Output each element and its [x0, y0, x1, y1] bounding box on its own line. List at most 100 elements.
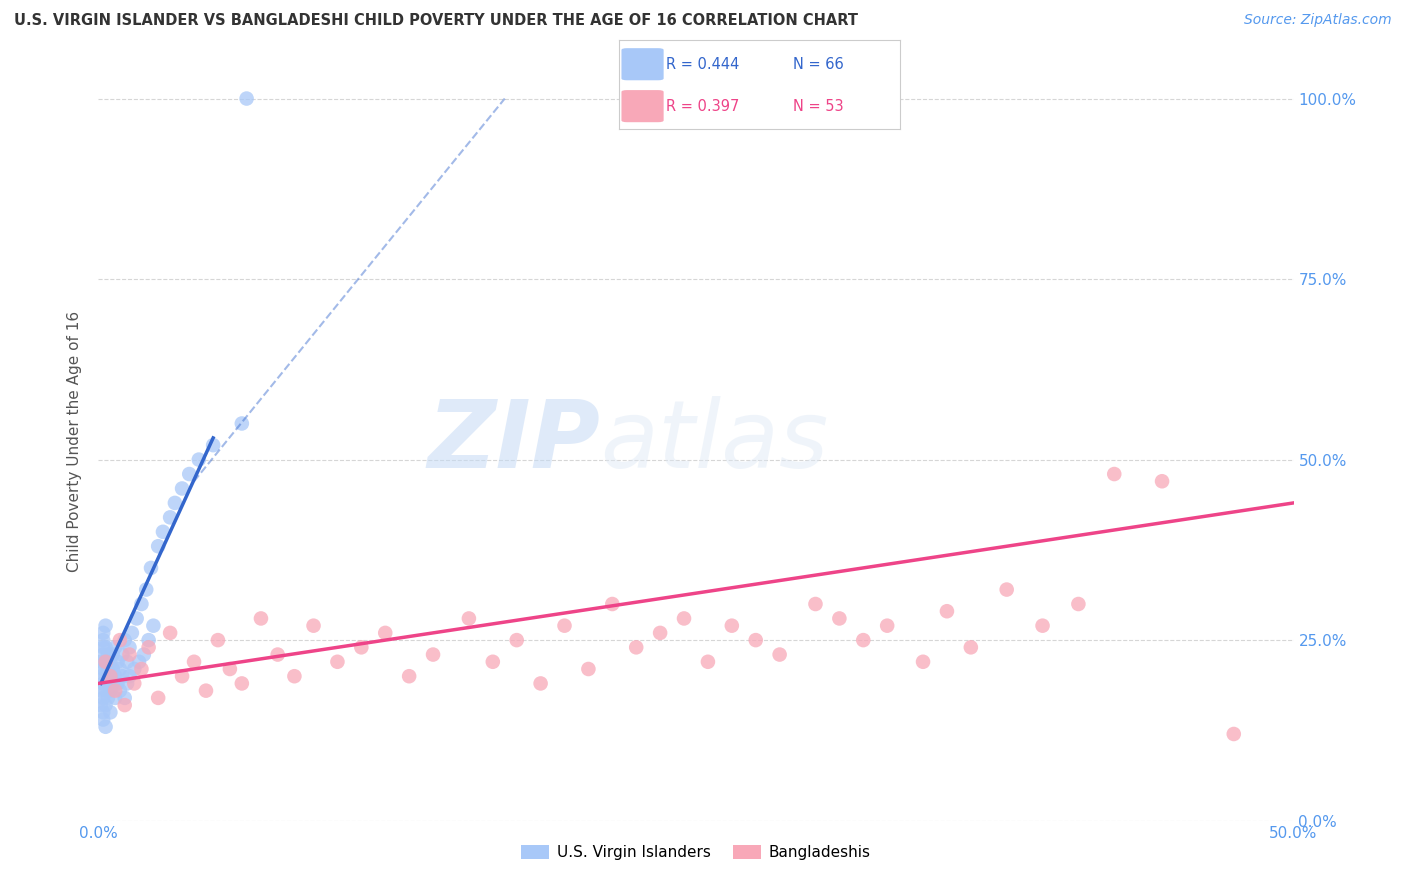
- Point: [1152, 475, 1174, 489]
- Point: [179, 467, 201, 481]
- Point: [104, 640, 127, 655]
- Point: [90, 669, 112, 683]
- Point: [94, 640, 117, 655]
- Point: [94, 720, 117, 734]
- Point: [506, 633, 529, 648]
- Point: [91, 640, 114, 655]
- Point: [231, 676, 253, 690]
- Point: [91, 648, 114, 662]
- Point: [1223, 727, 1246, 741]
- Legend: U.S. Virgin Islanders, Bangladeshis: U.S. Virgin Islanders, Bangladeshis: [516, 838, 876, 866]
- Text: ZIP: ZIP: [427, 395, 600, 488]
- Point: [398, 669, 420, 683]
- Point: [98, 683, 122, 698]
- Point: [97, 648, 120, 662]
- Point: [936, 604, 959, 618]
- Point: [183, 655, 205, 669]
- Point: [828, 611, 851, 625]
- Point: [1104, 467, 1126, 481]
- Point: [458, 611, 481, 625]
- Text: R = 0.397: R = 0.397: [666, 99, 740, 113]
- Point: [350, 640, 373, 655]
- Point: [124, 662, 146, 676]
- Point: [207, 633, 229, 648]
- Point: [195, 683, 218, 698]
- Point: [132, 648, 155, 662]
- Text: R = 0.444: R = 0.444: [666, 57, 740, 71]
- Point: [148, 690, 170, 705]
- Point: [94, 618, 117, 632]
- Point: [101, 676, 124, 690]
- Point: [768, 648, 790, 662]
- Point: [98, 706, 122, 720]
- Point: [107, 655, 129, 669]
- Point: [911, 655, 934, 669]
- Point: [115, 655, 138, 669]
- Point: [578, 662, 600, 676]
- Point: [804, 597, 827, 611]
- Point: [159, 626, 181, 640]
- Point: [481, 655, 505, 669]
- Point: [91, 633, 114, 648]
- Point: [602, 597, 624, 611]
- Point: [159, 510, 181, 524]
- Point: [97, 662, 120, 676]
- Point: [90, 683, 112, 698]
- Point: [250, 611, 273, 625]
- Point: [91, 713, 114, 727]
- Point: [139, 561, 162, 575]
- Point: [108, 662, 131, 676]
- Point: [91, 662, 114, 676]
- Point: [94, 669, 117, 683]
- Point: [114, 690, 136, 705]
- Text: N = 53: N = 53: [793, 99, 844, 113]
- Point: [326, 655, 349, 669]
- Point: [554, 618, 576, 632]
- Point: [163, 496, 186, 510]
- Point: [104, 669, 127, 683]
- Point: [94, 655, 117, 669]
- Point: [852, 633, 875, 648]
- Point: [104, 683, 127, 698]
- Point: [422, 648, 444, 662]
- Point: [125, 611, 148, 625]
- Text: U.S. VIRGIN ISLANDER VS BANGLADESHI CHILD POVERTY UNDER THE AGE OF 16 CORRELATIO: U.S. VIRGIN ISLANDER VS BANGLADESHI CHIL…: [14, 13, 858, 29]
- Point: [202, 438, 225, 452]
- Point: [995, 582, 1018, 597]
- Point: [131, 662, 153, 676]
- Point: [721, 618, 744, 632]
- Point: [960, 640, 983, 655]
- Point: [267, 648, 290, 662]
- Point: [530, 676, 553, 690]
- Point: [118, 648, 141, 662]
- Text: N = 66: N = 66: [793, 57, 844, 71]
- Point: [94, 655, 117, 669]
- Point: [745, 633, 768, 648]
- Point: [231, 417, 253, 431]
- Point: [98, 669, 122, 683]
- Point: [1067, 597, 1090, 611]
- Point: [91, 676, 114, 690]
- Point: [1032, 618, 1054, 632]
- Point: [876, 618, 898, 632]
- Point: [138, 633, 160, 648]
- Text: Source: ZipAtlas.com: Source: ZipAtlas.com: [1244, 13, 1392, 28]
- Point: [90, 655, 112, 669]
- Text: atlas: atlas: [600, 396, 828, 487]
- Point: [94, 683, 117, 698]
- FancyBboxPatch shape: [621, 90, 664, 122]
- Point: [91, 706, 114, 720]
- Y-axis label: Child Poverty Under the Age of 16: Child Poverty Under the Age of 16: [67, 311, 83, 572]
- Point: [98, 669, 122, 683]
- Point: [697, 655, 720, 669]
- Point: [673, 611, 696, 625]
- Point: [148, 539, 170, 553]
- Point: [374, 626, 396, 640]
- Point: [172, 482, 194, 496]
- Point: [235, 91, 257, 105]
- Point: [104, 690, 127, 705]
- Point: [135, 582, 157, 597]
- Point: [101, 648, 124, 662]
- Point: [108, 633, 131, 648]
- Point: [98, 655, 122, 669]
